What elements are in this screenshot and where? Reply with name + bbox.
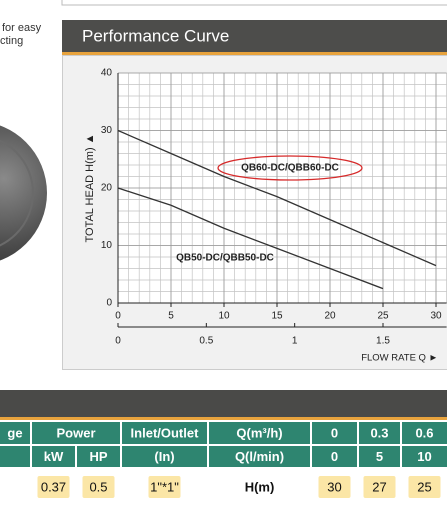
- table-stripe: [0, 417, 447, 420]
- table-header-cell: HP: [89, 449, 107, 464]
- table-cell-bg: [402, 422, 447, 444]
- table-cell-bg: [312, 446, 357, 467]
- table-cell-bg: [359, 422, 400, 444]
- x-tick-label: 20: [324, 311, 336, 322]
- table-header-cell: 0.3: [370, 425, 388, 440]
- x-tick-label: 30: [430, 311, 442, 322]
- table-cell-bg: [32, 422, 120, 444]
- table-cell: 25: [417, 479, 431, 494]
- pump-image-rim: [0, 139, 34, 247]
- side-text: cting: [0, 35, 23, 47]
- chart-title: Performance Curve: [82, 26, 229, 45]
- table-header-cell: ge: [7, 425, 22, 440]
- plot: 0 10 20 30 40 0 5 10 15 20 25 30 0 0.5 1 1.5 QB60-DC/QBB…: [101, 68, 447, 347]
- table-cell: 27: [372, 479, 386, 494]
- table-cell-bg: [122, 422, 207, 444]
- header-stripe: [62, 52, 447, 55]
- table-cell-bg: [0, 422, 30, 444]
- curve: [117, 129, 437, 267]
- value-highlight: [37, 476, 70, 498]
- table-header-cell: (In): [154, 449, 174, 464]
- x2-tick-label: 1.5: [376, 336, 390, 347]
- table-header-cell: 0: [331, 449, 338, 464]
- x-tick-label: 0: [115, 311, 121, 322]
- table-cell: 1"*1": [150, 479, 179, 494]
- value-highlight: [318, 476, 351, 498]
- table-header-cell: Inlet/Outlet: [131, 425, 200, 440]
- y-tick-label: 20: [101, 183, 113, 194]
- y-axis-label: TOTAL HEAD H(m) ▲: [84, 133, 96, 242]
- series-label: QB50-DC/QBB50-DC: [176, 253, 274, 264]
- value-highlight: [363, 476, 396, 498]
- table-cell: 0.37: [41, 479, 66, 494]
- table-cell-bg: [77, 446, 120, 467]
- table-cell-bg: [122, 446, 207, 467]
- header-bar: [62, 20, 447, 52]
- table-header-cell: Q(l/min): [235, 449, 284, 464]
- table-band: [0, 390, 447, 417]
- series-label: QB60-DC/QBB60-DC: [241, 163, 339, 174]
- x-tick-label: 10: [218, 311, 230, 322]
- x2-tick-label: 0: [115, 336, 121, 347]
- table-header-cell: kW: [44, 449, 64, 464]
- x2-tick-label: 0.5: [199, 336, 213, 347]
- value-highlight: [408, 476, 441, 498]
- y-tick-label: 10: [101, 240, 113, 251]
- table-header-cell: Q(m³/h): [236, 425, 282, 440]
- table-header-cell: 0.6: [415, 425, 433, 440]
- y-tick-label: 40: [101, 68, 113, 79]
- curve: [117, 187, 384, 290]
- table-header-cell: 0: [331, 425, 338, 440]
- table-cell: 30: [327, 479, 341, 494]
- y-tick-label: 0: [106, 298, 112, 309]
- table-header-cell: 10: [417, 449, 431, 464]
- table-cell: 0.5: [89, 479, 107, 494]
- y-tick-label: 30: [101, 125, 113, 136]
- x2-tick-label: 1: [292, 336, 298, 347]
- table-cell-bg: [0, 446, 30, 467]
- value-highlight: [148, 476, 181, 498]
- x-axis-label: FLOW RATE Q ►: [361, 353, 438, 364]
- label-ring: [217, 155, 363, 181]
- table-header-cell: Power: [56, 425, 95, 440]
- table-cell-bg: [402, 446, 447, 467]
- table-cell-bg: [209, 422, 310, 444]
- table-cell-bg: [209, 446, 310, 467]
- value-highlight: [82, 476, 115, 498]
- x-tick-label: 25: [377, 311, 389, 322]
- x-tick-label: 15: [271, 311, 283, 322]
- table-cell: H(m): [245, 479, 275, 494]
- spec-table: ge Power Inlet/Outlet Q(m³/h) 0 0.3 0.6 kW HP (In…: [0, 422, 447, 498]
- table-cell-bg: [312, 422, 357, 444]
- side-text: for easy: [2, 22, 42, 34]
- top-box: [61, 0, 447, 6]
- pump-image: [0, 125, 47, 261]
- table-cell-bg: [359, 446, 400, 467]
- table-header-cell: 5: [376, 449, 383, 464]
- x-tick-label: 5: [168, 311, 174, 322]
- table-cell-bg: [32, 446, 75, 467]
